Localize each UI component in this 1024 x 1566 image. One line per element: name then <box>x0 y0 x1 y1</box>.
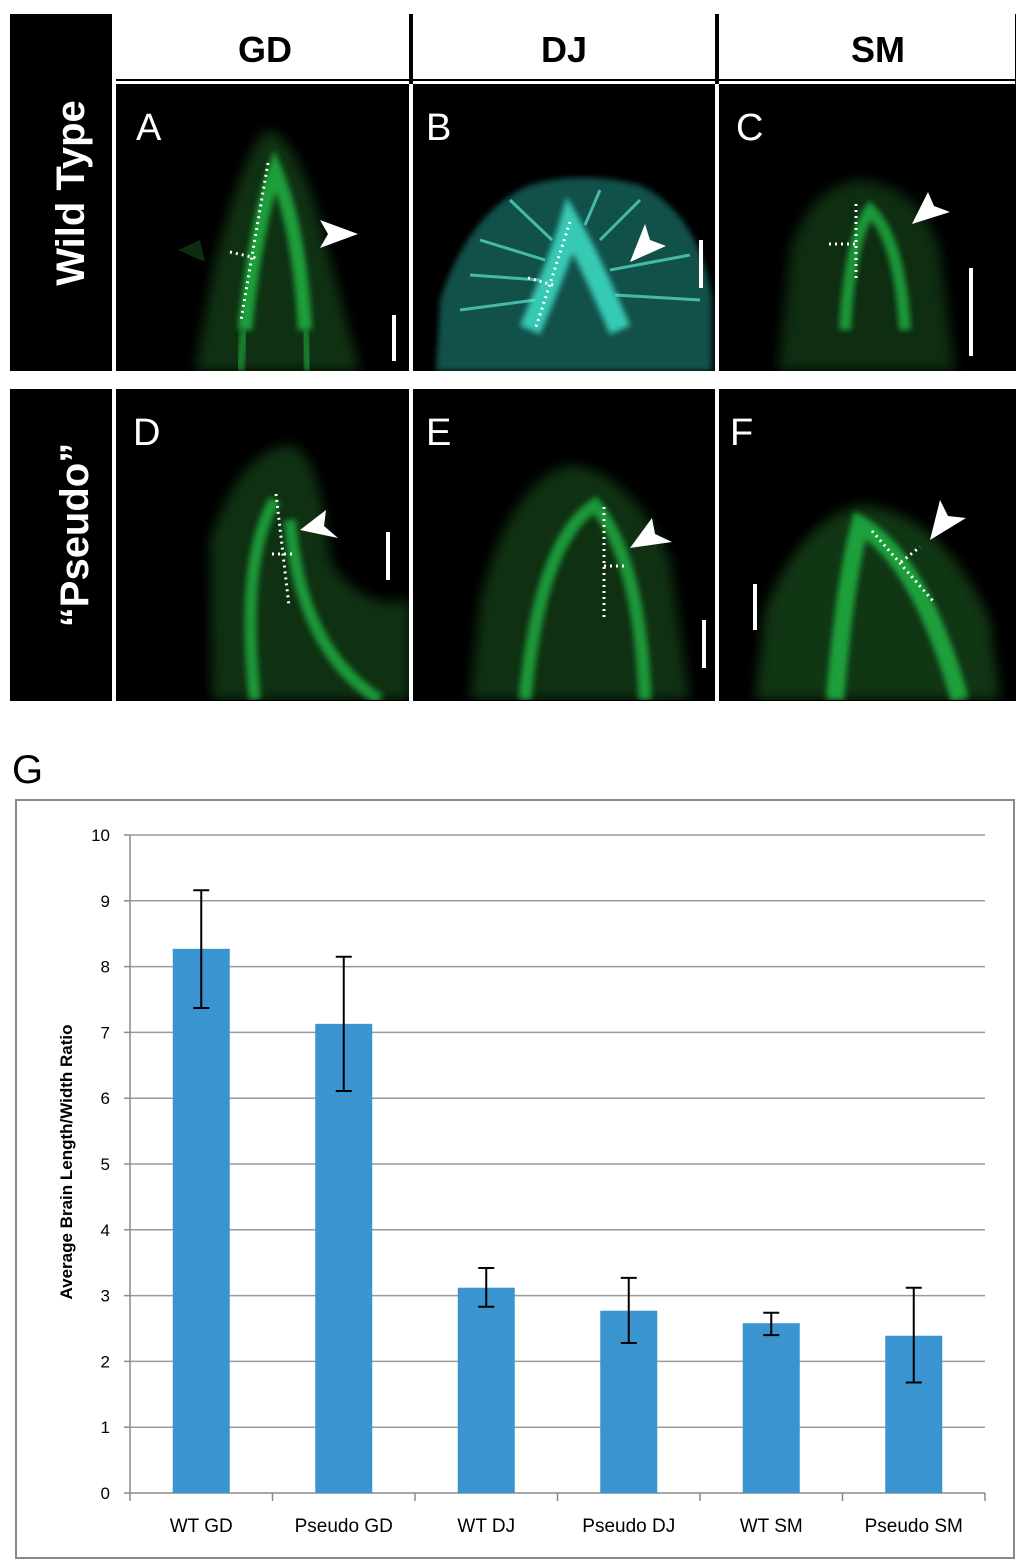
bar-wt-gd <box>172 948 230 1493</box>
y-tick-label: 9 <box>101 892 110 911</box>
panel-b-wildtype-dj: B <box>426 107 712 371</box>
width-measure-line <box>229 250 257 260</box>
x-category-label: Pseudo GD <box>295 1516 393 1537</box>
scale-bar <box>969 268 973 356</box>
panel-letter-e: E <box>426 412 451 454</box>
bar-chart: 0 1 2 3 4 5 6 7 8 9 10 WT GD Pseudo GD WT DJ Pseudo DJ… <box>57 826 986 1537</box>
y-tick-label: 5 <box>101 1155 110 1174</box>
scale-bar <box>702 620 706 668</box>
y-tick-label: 4 <box>101 1221 110 1240</box>
row-header-pseudo: “Pseudo” <box>53 443 97 627</box>
panel-e-pseudo-dj: E <box>426 412 706 700</box>
arrowhead-icon <box>630 518 672 548</box>
panel-letter-g: G <box>12 748 43 792</box>
y-tick-label: 0 <box>101 1484 110 1503</box>
panel-d-pseudo-gd: D <box>133 412 409 700</box>
y-tick-label: 3 <box>101 1287 110 1306</box>
x-category-label: WT DJ <box>457 1516 515 1537</box>
y-tick-label: 2 <box>101 1352 110 1371</box>
column-header-dj: DJ <box>541 29 587 70</box>
column-header-sm: SM <box>851 29 905 70</box>
x-category-label: WT SM <box>740 1516 803 1537</box>
column-header-gd: GD <box>238 29 292 70</box>
length-measure-line <box>533 221 572 331</box>
arrowhead-icon <box>320 220 358 248</box>
bar-pseudo-gd <box>315 1023 373 1493</box>
row-header-wild-type: Wild Type <box>49 100 93 286</box>
panel-letter-d: D <box>133 412 160 454</box>
arrowhead-icon <box>912 192 950 224</box>
scale-bar <box>392 315 396 361</box>
bar-wt-sm <box>742 1323 800 1493</box>
length-measure-line <box>274 493 291 607</box>
y-tick-label: 10 <box>91 826 110 845</box>
panel-a-wildtype-gd: A <box>136 107 396 371</box>
arrowhead-icon <box>630 224 666 262</box>
width-measure-line <box>527 276 554 287</box>
panel-letter-b: B <box>426 107 451 149</box>
y-tick-label: 1 <box>101 1418 110 1437</box>
row-divider <box>10 371 1016 389</box>
panel-c-wildtype-sm: C <box>736 107 973 371</box>
x-category-label: Pseudo DJ <box>582 1516 675 1537</box>
bar-wt-dj <box>457 1287 515 1493</box>
chart-frame <box>15 799 1015 1559</box>
micrograph-grid: GD DJ SM Wild Type “Pseudo” A <box>10 14 1016 701</box>
scale-bar <box>753 584 757 630</box>
column-header-band <box>116 14 1015 84</box>
panel-letter-a: A <box>136 107 162 149</box>
x-category-label: WT GD <box>170 1516 233 1537</box>
arrowhead-icon <box>930 500 966 540</box>
y-tick-label: 6 <box>101 1089 110 1108</box>
width-measure-line <box>900 545 921 564</box>
arrowhead-icon <box>300 510 338 538</box>
scale-bar <box>699 240 703 288</box>
scale-bar <box>386 532 390 580</box>
panel-letter-c: C <box>736 107 763 149</box>
y-tick-label: 8 <box>101 958 110 977</box>
panel-letter-f: F <box>730 412 753 454</box>
y-axis-label: Average Brain Length/Width Ratio <box>57 1024 76 1299</box>
length-measure-line <box>239 162 270 321</box>
panel-f-pseudo-sm: F <box>730 412 1000 700</box>
y-tick-label: 7 <box>101 1023 110 1042</box>
x-category-label: Pseudo SM <box>865 1516 963 1537</box>
